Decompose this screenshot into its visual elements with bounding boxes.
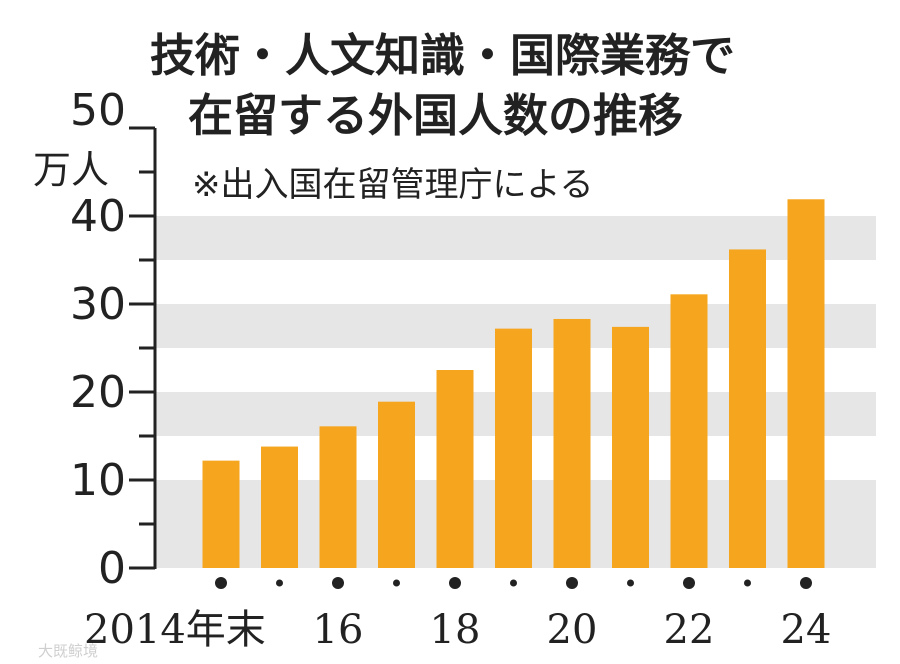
y-tick-labels: 0 10 20 30 40 <box>70 191 126 594</box>
y-tick-label: 30 <box>70 279 126 330</box>
bar-2016 <box>319 426 357 568</box>
y-tick-label: 10 <box>70 455 126 506</box>
x-tick-dot <box>800 577 812 589</box>
x-tick-label: 22 <box>664 607 715 653</box>
x-tick-dot <box>566 577 578 589</box>
y-axis-unit: 万人 <box>33 148 109 192</box>
y-tick-label: 40 <box>70 191 126 242</box>
x-tick-label: 20 <box>547 607 598 653</box>
bar-2024 <box>787 199 825 568</box>
bar-2020 <box>553 318 591 568</box>
x-tick-label: 18 <box>430 607 481 653</box>
bar-2018 <box>436 370 474 568</box>
y-tick-label: 20 <box>70 367 126 418</box>
bar-2015 <box>261 446 298 568</box>
grid-band <box>155 216 876 260</box>
x-tick-label: 2014年末 <box>84 607 266 653</box>
x-tick-dot <box>683 577 695 589</box>
x-tick-dot <box>510 579 517 587</box>
x-tick-dot <box>215 577 227 589</box>
x-tick-dots <box>215 577 812 589</box>
bar-2021 <box>612 326 649 568</box>
bar-series <box>202 199 825 568</box>
bar-2019 <box>495 328 532 568</box>
chart-source-note: ※出入国在留管理庁による <box>192 165 593 205</box>
bar-2022 <box>670 294 708 568</box>
y-tick-marks <box>129 126 155 570</box>
x-tick-dot <box>449 577 461 589</box>
x-tick-dot <box>393 579 400 587</box>
bar-2017 <box>378 401 415 568</box>
x-tick-dot <box>627 579 634 587</box>
bar-2023 <box>729 249 766 568</box>
watermark: 大既鲸境 <box>38 642 98 660</box>
x-tick-label: 24 <box>781 607 832 653</box>
y-tick-label: 0 <box>98 543 126 594</box>
bar-2014 <box>202 460 240 568</box>
x-tick-label: 16 <box>313 607 364 653</box>
chart-title-line-1: 技術・人文知識・国際業務で <box>150 29 735 82</box>
x-tick-dot <box>332 577 344 589</box>
y-axis-top-value: 50 <box>70 85 126 136</box>
x-tick-dot <box>744 579 751 587</box>
chart-title-line-2: 在留する外国人数の推移 <box>188 89 683 142</box>
x-tick-labels: 2014年末 16 18 20 22 24 <box>84 607 831 653</box>
x-tick-dot <box>276 579 283 587</box>
